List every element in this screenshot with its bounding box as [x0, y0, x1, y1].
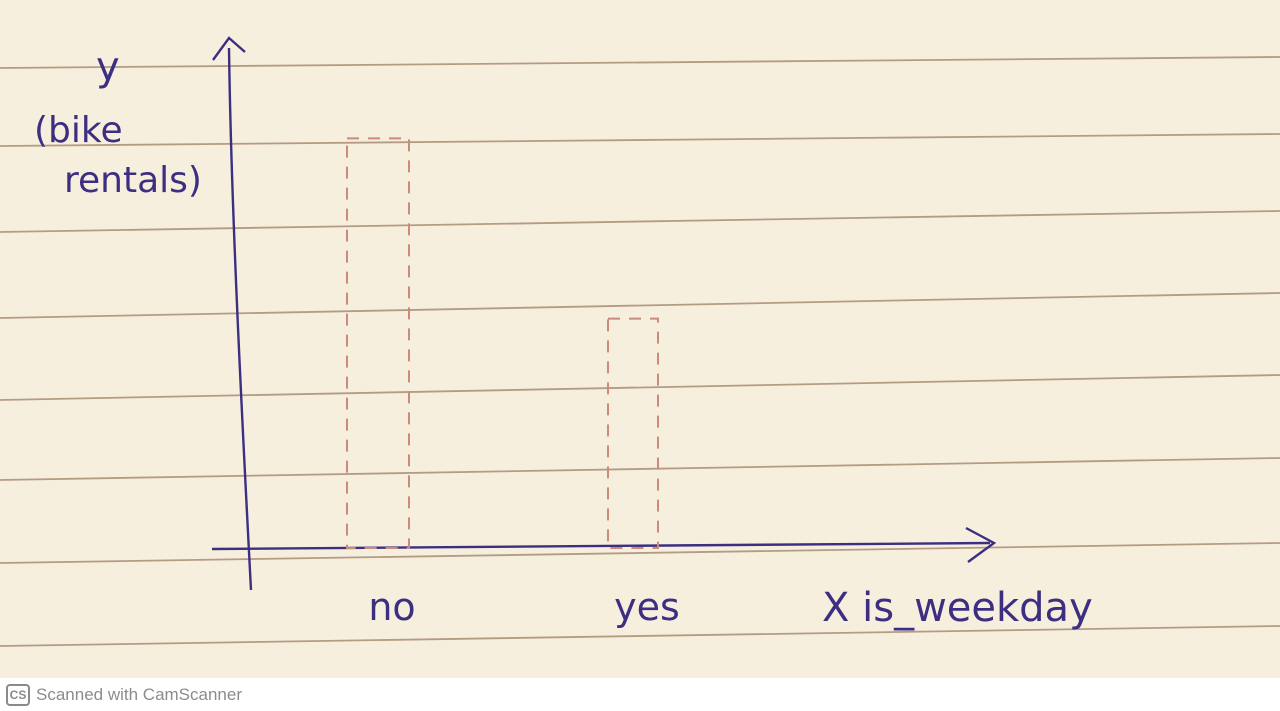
rule-line-4	[0, 292, 1280, 319]
y-axis-label-line-1: y	[96, 44, 120, 90]
x-axis-label: X is_weekday	[822, 585, 1093, 631]
y-axis-arrowhead	[212, 36, 246, 61]
y-axis-label-line-2: (bike	[34, 110, 123, 151]
scanner-watermark: CS Scanned with CamScanner	[0, 678, 1280, 711]
bars	[346, 137, 659, 550]
bar-yes	[607, 317, 659, 550]
y-axis-label: y (bike rentals)	[34, 44, 202, 201]
rule-line-7	[0, 542, 1280, 564]
rule-line-6	[0, 457, 1280, 481]
x-axis-line	[211, 541, 991, 551]
notebook-chart: no yes X is_weekday y (bike rentals)	[0, 0, 1280, 678]
tick-label-no: no	[368, 585, 415, 629]
rule-line-8	[0, 625, 1280, 647]
ruled-lines	[0, 56, 1280, 647]
rule-line-3	[0, 210, 1280, 233]
x-axis-arrowhead	[965, 526, 997, 563]
y-axis-label-line-3: rentals)	[64, 160, 202, 201]
rule-line-5	[0, 374, 1280, 401]
category-tick-labels: no yes	[368, 585, 680, 629]
camscanner-logo: CS	[6, 683, 30, 706]
y-axis-line	[227, 47, 253, 591]
rule-line-2	[0, 133, 1280, 147]
axes	[211, 36, 997, 591]
rule-line-1	[0, 56, 1280, 69]
bar-no	[346, 137, 410, 550]
paper-background	[0, 0, 1280, 678]
tick-label-yes: yes	[614, 585, 680, 629]
watermark-text: Scanned with CamScanner	[36, 684, 243, 704]
x-axis-label-group: X is_weekday	[822, 585, 1093, 631]
